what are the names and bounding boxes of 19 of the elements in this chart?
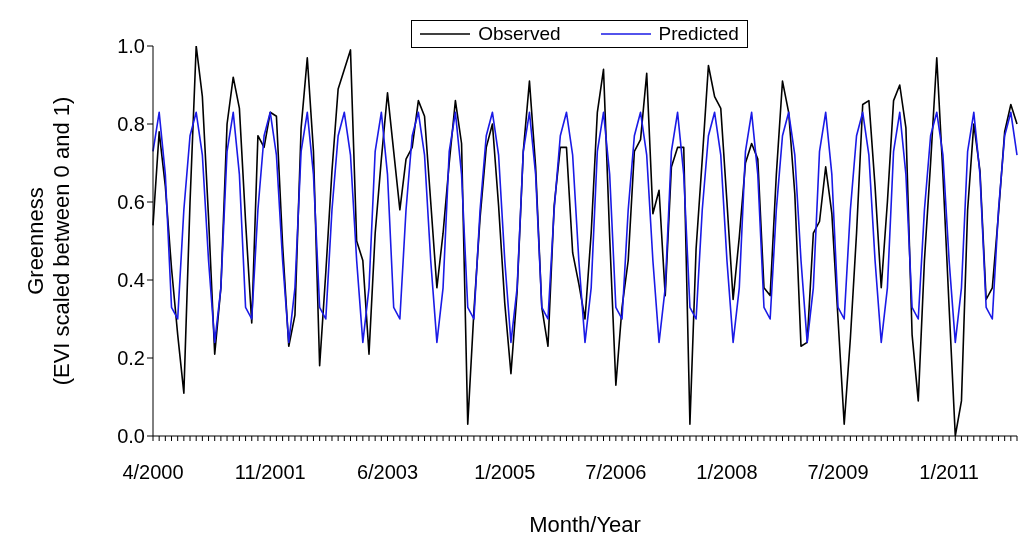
y-tick-label: 0.0 [117, 425, 145, 448]
x-tick-label: 7/2006 [585, 461, 647, 484]
legend-label: Observed [477, 23, 561, 45]
x-tick-label: 7/2009 [807, 461, 869, 484]
x-tick-label: 1/2011 [919, 461, 979, 484]
x-axis-title: Month/Year [529, 512, 641, 537]
y-axis-title: Greenness (EVI scaled between 0 and 1) [23, 96, 74, 386]
x-tick-label: 6/2003 [356, 461, 419, 484]
line-series [152, 111, 1018, 344]
y-tick-label: 0.4 [117, 269, 145, 292]
x-tick-label: 1/2008 [696, 461, 758, 484]
x-tick-label: 11/2001 [234, 461, 306, 484]
x-tick-label: 1/2005 [474, 461, 536, 484]
y-tick-label: 1.0 [117, 35, 145, 58]
y-tick-label: 0.2 [117, 347, 145, 370]
x-tick-label: 4/2000 [122, 461, 184, 484]
y-tick-label: 0.8 [117, 113, 145, 136]
legend-label: Predicted [657, 23, 739, 45]
y-tick-label: 0.6 [117, 191, 145, 214]
